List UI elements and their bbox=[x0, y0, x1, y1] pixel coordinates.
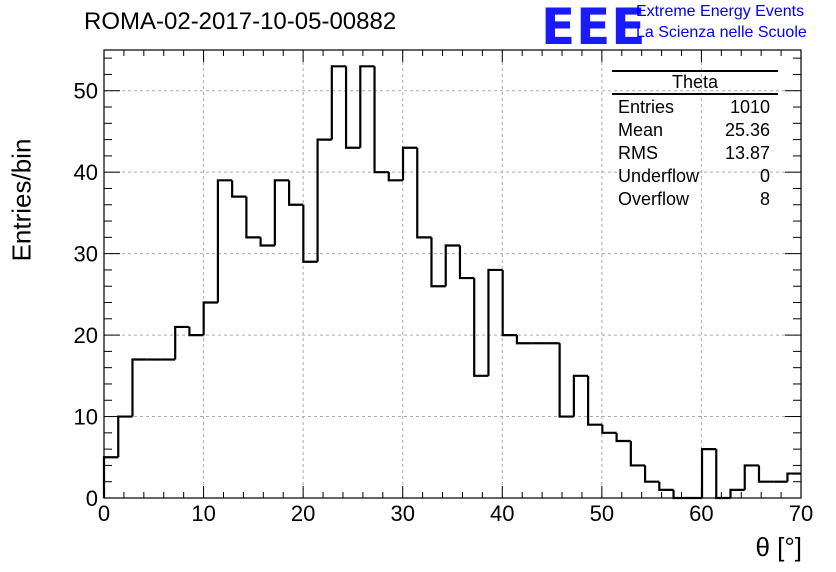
histogram-bin bbox=[188, 326, 204, 337]
stats-row-rms: RMS 13.87 bbox=[612, 142, 778, 165]
y-tick-label: 20 bbox=[74, 323, 98, 348]
histogram-bin bbox=[501, 269, 517, 337]
x-tick-label: 20 bbox=[291, 501, 315, 526]
histogram-bin bbox=[416, 147, 432, 239]
histogram-bin bbox=[572, 374, 589, 417]
histogram-bin bbox=[330, 65, 347, 140]
stats-row-mean: Mean 25.36 bbox=[612, 119, 778, 142]
x-tick-label: 70 bbox=[789, 501, 813, 526]
stats-box: Theta Entries 1010 Mean 25.36 RMS 13.87 … bbox=[612, 70, 778, 211]
histogram-bin bbox=[131, 358, 147, 417]
histogram-bin bbox=[245, 196, 261, 239]
y-tick-label: 30 bbox=[74, 242, 98, 267]
histogram-bin bbox=[444, 244, 460, 287]
histogram-bin bbox=[487, 268, 503, 376]
histogram-bin bbox=[558, 343, 574, 418]
histogram-bin bbox=[117, 415, 133, 458]
stats-value: 13.87 bbox=[724, 143, 770, 163]
stats-value: 8 bbox=[759, 189, 770, 209]
x-tick-label: 60 bbox=[689, 501, 713, 526]
histogram-bin bbox=[231, 180, 247, 198]
histogram-bin bbox=[373, 66, 389, 174]
stats-label: Mean bbox=[618, 120, 664, 140]
stats-row-underflow: Underflow 0 bbox=[612, 165, 778, 188]
histogram-bin bbox=[302, 204, 318, 263]
histogram-bin bbox=[700, 448, 717, 498]
y-tick-label: 50 bbox=[74, 79, 98, 104]
histogram-bin bbox=[458, 245, 475, 280]
x-tick-label: 0 bbox=[98, 501, 110, 526]
histogram-bin bbox=[202, 301, 218, 336]
stats-label: Entries bbox=[618, 97, 675, 117]
stats-label: Overflow bbox=[618, 189, 690, 209]
histogram-bin bbox=[757, 465, 774, 483]
histogram-bin bbox=[102, 456, 119, 498]
histogram-bin bbox=[615, 432, 631, 443]
stats-title: Theta bbox=[612, 70, 778, 95]
histogram-bin bbox=[401, 146, 418, 181]
x-tick-label: 30 bbox=[390, 501, 414, 526]
stats-value: 0 bbox=[759, 166, 770, 186]
stats-row-entries: Entries 1010 bbox=[612, 96, 778, 119]
plot-frame bbox=[103, 49, 802, 499]
x-tick-label: 50 bbox=[590, 501, 614, 526]
histogram-bin bbox=[743, 464, 759, 490]
eee-logo: EEE bbox=[541, 0, 647, 56]
logo-subtitle-line1: Extreme Energy Events bbox=[636, 3, 805, 20]
x-tick-label: 10 bbox=[191, 501, 215, 526]
y-axis-label: Entries/bin bbox=[6, 138, 37, 262]
stats-row-overflow: Overflow 8 bbox=[612, 188, 778, 211]
histogram-bin bbox=[430, 237, 446, 288]
logo-subtitle-line2: La Scienza nelle Scuole bbox=[636, 24, 807, 41]
histogram-bin bbox=[515, 335, 532, 345]
y-tick-label: 40 bbox=[74, 160, 98, 185]
histogram-bin bbox=[473, 278, 489, 377]
histogram-bin bbox=[715, 449, 731, 500]
histogram-bin bbox=[174, 325, 190, 360]
histogram-bin bbox=[601, 424, 617, 434]
histogram-bin bbox=[658, 481, 674, 491]
histogram-bin bbox=[316, 138, 332, 262]
histogram-bin bbox=[643, 465, 660, 483]
histogram-bin bbox=[288, 180, 304, 206]
plot-title: ROMA-02-2017-10-05-00882 bbox=[84, 8, 397, 35]
histogram-bin bbox=[587, 375, 603, 426]
histogram-bin bbox=[216, 179, 233, 303]
histogram-bin bbox=[273, 179, 290, 246]
histogram-bin bbox=[672, 489, 688, 500]
histogram-bin bbox=[729, 488, 745, 498]
x-tick-label: 40 bbox=[490, 501, 514, 526]
histogram-bin bbox=[387, 172, 404, 182]
stats-label: Underflow bbox=[618, 166, 700, 186]
histogram-bin bbox=[786, 472, 801, 482]
x-axis-label: θ [°] bbox=[755, 532, 802, 562]
stats-label: RMS bbox=[618, 143, 658, 163]
histogram-bin bbox=[359, 65, 375, 148]
histogram-bin bbox=[344, 66, 361, 149]
y-tick-label: 10 bbox=[74, 405, 98, 430]
stats-value: 25.36 bbox=[724, 120, 770, 140]
histogram-bin bbox=[629, 440, 646, 467]
histogram-bin bbox=[259, 237, 275, 247]
stats-value: 1010 bbox=[729, 97, 770, 117]
y-tick-label: 0 bbox=[86, 486, 98, 511]
